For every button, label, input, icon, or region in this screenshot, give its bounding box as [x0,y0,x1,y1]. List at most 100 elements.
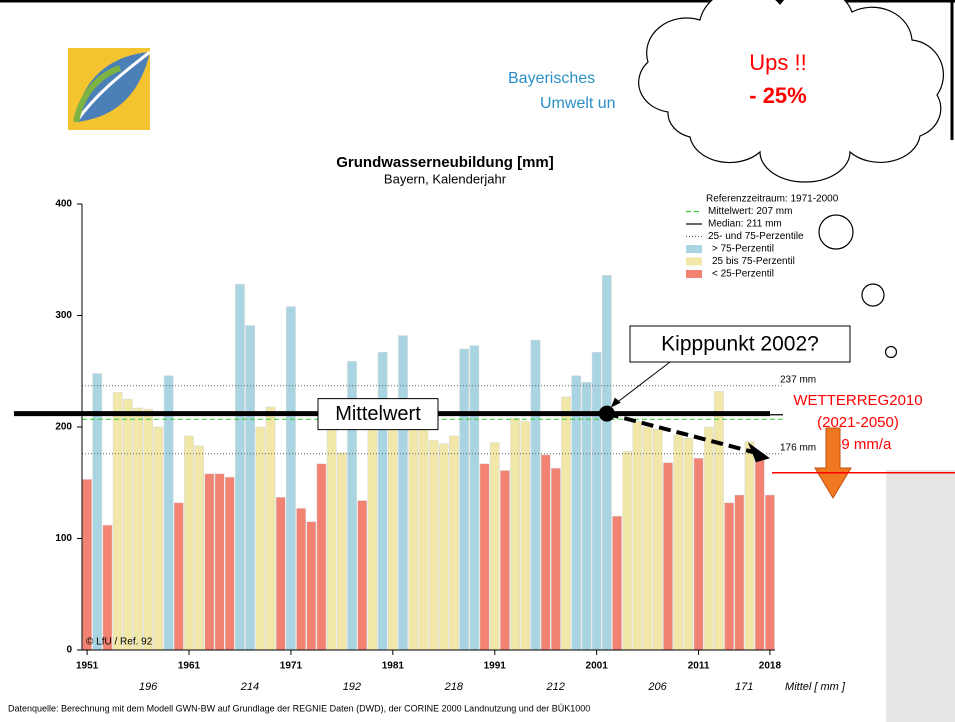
bar [479,463,490,651]
legend-title: Referenzzeitraum: 1971-2000 [706,194,839,205]
bar [734,494,745,651]
projection-label: WETTERREG2010 [793,392,922,409]
side-panel [886,470,955,722]
bar [469,345,480,651]
bar [337,452,347,651]
bar [265,406,276,651]
bar [489,442,500,651]
bar [286,306,296,651]
bar [377,352,388,651]
y-tick-label: 400 [55,199,72,210]
bar [714,391,724,651]
legend-label: 25 bis 75-Perzentil [712,256,795,267]
x-tick-label: 2011 [688,661,710,672]
reference-label: 237 mm [780,374,816,385]
cloud-text: - 25% [749,83,806,108]
bar [367,426,378,651]
bar [112,392,123,651]
bar [387,421,398,651]
bar [306,521,317,651]
bar [602,275,612,651]
bar [724,502,734,651]
bar [459,348,470,651]
legend-label: 25- und 75-Perzentile [708,231,804,242]
bar [143,408,154,651]
bar [561,396,571,651]
bar [153,426,164,651]
bar [632,421,643,651]
bar [683,437,694,651]
thought-cloud [638,0,944,359]
bar [581,382,592,651]
bar [224,476,235,651]
bar [673,434,684,651]
bar [204,473,215,651]
down-arrow [814,427,852,499]
copyright: © LfU / Ref. 92 [86,637,153,648]
decade-mean: 171 [735,681,753,693]
chart-subtitle: Bayern, Kalenderjahr [384,171,507,186]
decade-mean: 212 [546,681,565,693]
bar [123,398,133,651]
bar [316,463,327,651]
bar [612,515,622,651]
bar [398,335,408,651]
bar [765,494,775,651]
bar [194,445,205,651]
bar [591,352,602,651]
legend-label: > 75-Perzentil [712,244,774,255]
bar [214,473,225,651]
bar [622,451,633,651]
legend-label: Median: 211 mm [708,219,782,230]
bar [326,421,337,651]
bar [520,421,531,651]
bar [540,454,551,651]
bar [693,457,704,651]
header-line: Umwelt un [540,95,616,112]
legend-label: Mittelwert: 207 mm [708,206,792,217]
x-tick-label: 1951 [76,661,99,672]
logo [68,48,151,130]
legend-swatch [686,270,702,278]
x-tick-label: 1971 [280,661,303,672]
bar [163,375,174,651]
y-tick-label: 200 [55,422,72,433]
bar [418,421,429,651]
reference-label: 176 mm [780,442,816,453]
bar [652,428,663,651]
bar [438,443,449,651]
trend-arrow [606,411,755,455]
bar [102,524,113,651]
y-tick-label: 100 [55,533,72,544]
legend-swatch [686,245,702,253]
bar [703,426,714,651]
x-tick-label: 1961 [178,661,201,672]
bar [663,462,673,651]
bar [133,407,143,651]
bar [642,426,653,651]
trend-arrow-head [747,442,770,463]
y-tick-label: 0 [66,645,72,656]
bar [510,417,520,651]
x-tick-label: 1991 [484,661,507,672]
x-tick-label: 2001 [586,661,609,672]
tipping-label-box [629,325,851,363]
tipping-arrow-head [610,397,621,408]
bar [551,468,561,651]
bar [255,426,266,651]
bar [428,440,439,651]
tipping-arrow [612,361,671,407]
chart-title: Grundwasserneubildung [mm] [336,154,554,171]
cloud-text: Ups !! [749,50,806,75]
bar [184,435,194,651]
bar [571,375,582,651]
tipping-point [598,405,615,422]
source-note: Datenquelle: Berechnung mit dem Modell G… [8,703,590,713]
legend-label: < 25-Perzentil [712,269,774,280]
x-tick-label: 2018 [759,661,782,672]
bar [296,508,306,651]
bar [530,339,541,651]
